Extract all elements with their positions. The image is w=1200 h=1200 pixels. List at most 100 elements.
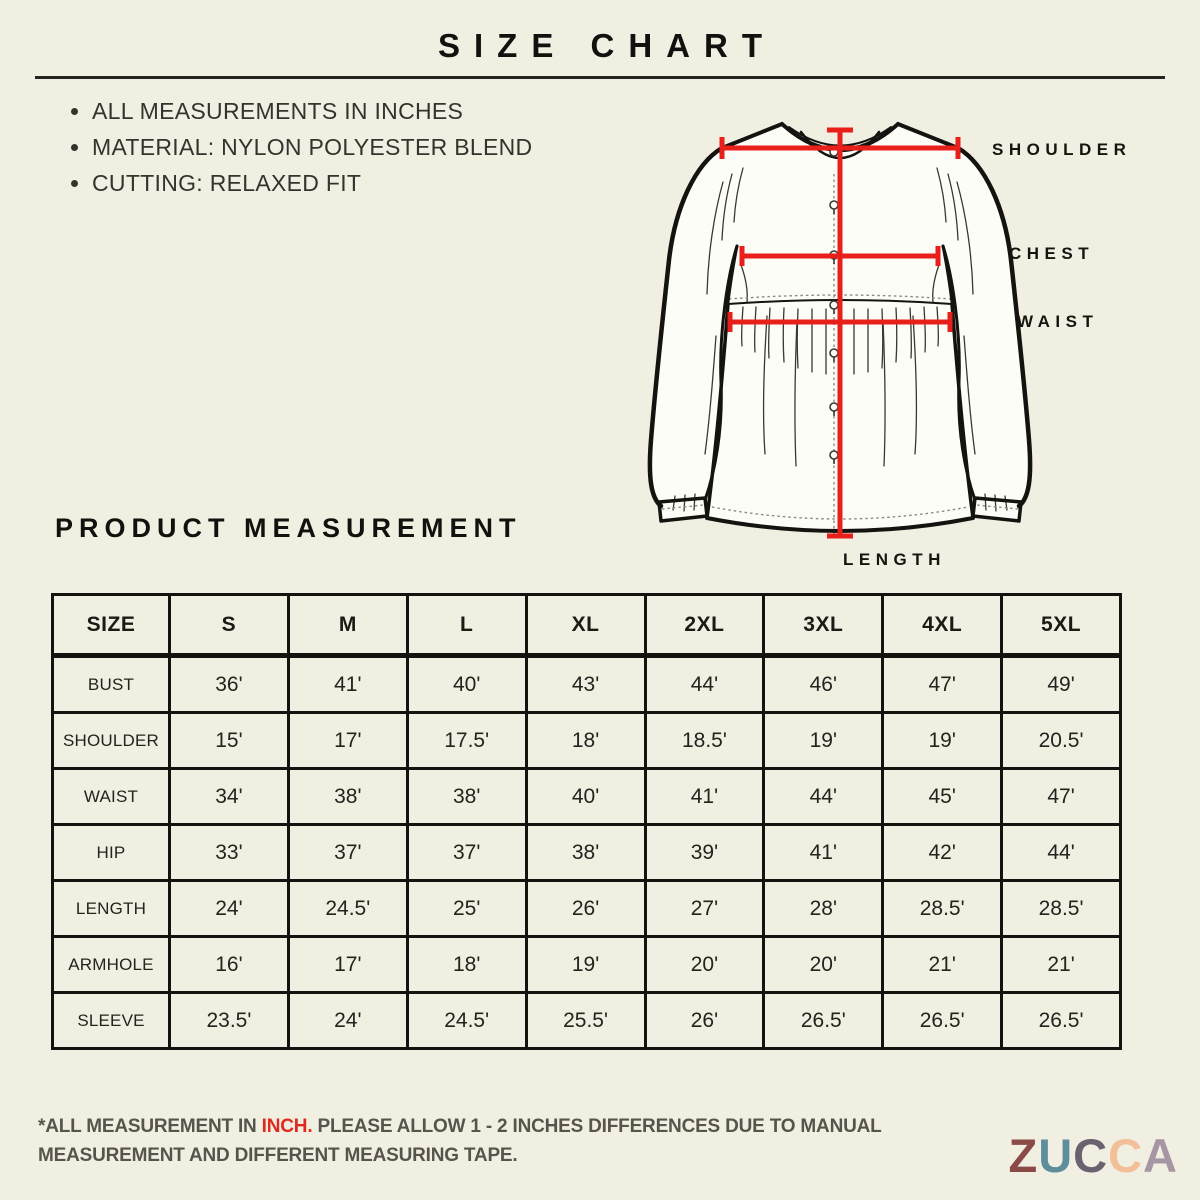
size-table: SIZE S M L XL 2XL 3XL 4XL 5XL BUST 36' 41' 40' 43' 44… [51, 593, 1122, 1050]
size-column-header: 4XL [881, 593, 1004, 658]
section-title: PRODUCT MEASUREMENT [55, 513, 522, 543]
footnote-line2: MEASUREMENT AND DIFFERENT MEASURING TAPE… [38, 1144, 518, 1166]
measurement-cell: 24' [286, 991, 409, 1050]
measurement-cell: 20' [762, 935, 885, 994]
measurement-cell: 33' [168, 823, 290, 882]
measurement-cell: 26.5' [762, 991, 885, 1050]
measurement-cell: 38' [286, 767, 409, 826]
blouse-details [672, 167, 1008, 512]
measurement-cell: 49' [1000, 654, 1122, 714]
measurement-cell: 28.5' [881, 879, 1004, 938]
measurement-cell: 37' [286, 823, 409, 882]
notes-list: ALL MEASUREMENTS IN INCHES MATERIAL: NYLO… [66, 98, 532, 206]
measurement-cell: 28.5' [1000, 879, 1122, 938]
measurement-cell: 21' [881, 935, 1004, 994]
brand-letter: U [1038, 1129, 1074, 1182]
row-label: SHOULDER [51, 711, 171, 770]
waist-label: WAIST [1017, 312, 1099, 331]
measurement-cell: 18' [524, 711, 647, 770]
size-column-header: 2XL [643, 593, 766, 658]
measurement-cell: 45' [881, 767, 1004, 826]
measurement-cell: 26.5' [881, 991, 1004, 1050]
measurement-cell: 36' [168, 654, 290, 714]
length-label: LENGTH [843, 550, 946, 569]
note-item: MATERIAL: NYLON POLYESTER BLEND [92, 134, 532, 161]
brand-letter: A [1143, 1129, 1178, 1182]
measurement-cell: 46' [762, 654, 885, 714]
measurement-cell: 42' [881, 823, 1004, 882]
row-label: LENGTH [51, 879, 171, 938]
table-row: SHOULDER 15' 17' 17.5' 18' 18.5' 19' 19' 20.5' [51, 711, 1122, 770]
measurement-cell: 17' [286, 935, 409, 994]
table-row: ARMHOLE 16' 17' 18' 19' 20' 20' 21' 21' [51, 935, 1122, 994]
measurement-cell: 25.5' [524, 991, 647, 1050]
blouse-illustration [647, 122, 1033, 539]
measurement-cell: 17' [286, 711, 409, 770]
footnote-highlight: INCH. [261, 1116, 313, 1137]
measurement-cell: 15' [168, 711, 290, 770]
measurement-cell: 44' [1000, 823, 1122, 882]
brand-logo: ZUCCA [1008, 1128, 1178, 1183]
measurement-cell: 26.5' [1000, 991, 1122, 1050]
measurement-cell: 25' [405, 879, 528, 938]
size-corner-header: SIZE [51, 593, 171, 658]
measurement-cell: 26' [643, 991, 766, 1050]
chest-label: CHEST [1009, 244, 1095, 263]
size-column-header: L [405, 593, 528, 658]
measurement-cell: 44' [762, 767, 885, 826]
brand-letter: C [1108, 1129, 1144, 1182]
measurement-cell: 47' [1000, 767, 1122, 826]
page-title: SIZE CHART [438, 27, 776, 64]
row-label: WAIST [51, 767, 171, 826]
measurement-cell: 24.5' [405, 991, 528, 1050]
brand-letter: C [1073, 1129, 1109, 1182]
note-item: ALL MEASUREMENTS IN INCHES [92, 98, 532, 125]
measurement-cell: 20' [643, 935, 766, 994]
measurement-cell: 37' [405, 823, 528, 882]
measurement-cell: 23.5' [168, 991, 290, 1050]
table-row: WAIST 34' 38' 38' 40' 41' 44' 45' 47' [51, 767, 1122, 826]
length-measure-line [827, 127, 853, 539]
measurement-cell: 39' [643, 823, 766, 882]
measurement-cell: 20.5' [1000, 711, 1122, 770]
measurement-cell: 24' [168, 879, 290, 938]
row-label: BUST [51, 654, 171, 714]
measurement-cell: 38' [405, 767, 528, 826]
footnote-prefix: *ALL MEASUREMENT IN [38, 1116, 262, 1137]
measurement-cell: 40' [524, 767, 647, 826]
row-label: ARMHOLE [51, 935, 171, 994]
measurement-cell: 17.5' [405, 711, 528, 770]
measurement-cell: 19' [762, 711, 885, 770]
footnote: *ALL MEASUREMENT IN INCH. PLEASE ALLOW 1… [38, 1113, 888, 1170]
table-row: BUST 36' 41' 40' 43' 44' 46' 47' 49' [51, 654, 1122, 714]
size-column-header: S [168, 593, 290, 658]
measurement-lines [719, 127, 961, 539]
size-table-body: BUST 36' 41' 40' 43' 44' 46' 47' 49' SHOULDER 15' 1… [51, 654, 1122, 1050]
footnote-line1-rest: PLEASE ALLOW 1 - 2 INCHES DIFFERENCES DU… [312, 1116, 882, 1137]
table-row: SLEEVE 23.5' 24' 24.5' 25.5' 26' 26.5' 26.5' 26.… [51, 991, 1122, 1050]
row-label: SLEEVE [51, 991, 171, 1050]
brand-letter: Z [1008, 1129, 1039, 1182]
measurement-cell: 34' [168, 767, 290, 826]
measurement-cell: 19' [524, 935, 647, 994]
row-label: HIP [51, 823, 171, 882]
measurement-cell: 26' [524, 879, 647, 938]
measurement-cell: 41' [286, 654, 409, 714]
size-column-header: XL [524, 593, 647, 658]
measurement-cell: 41' [762, 823, 885, 882]
measurement-cell: 44' [643, 654, 766, 714]
table-row: LENGTH 24' 24.5' 25' 26' 27' 28' 28.5' 28.5' [51, 879, 1122, 938]
measurement-cell: 21' [1000, 935, 1122, 994]
measurement-cell: 40' [405, 654, 528, 714]
shoulder-label: SHOULDER [992, 140, 1132, 159]
title-divider [35, 76, 1165, 79]
size-column-header: 5XL [1000, 593, 1122, 658]
size-column-header: M [286, 593, 409, 658]
measurement-cell: 38' [524, 823, 647, 882]
measurement-cell: 18' [405, 935, 528, 994]
measurement-cell: 16' [168, 935, 290, 994]
measurement-cell: 24.5' [286, 879, 409, 938]
measurement-cell: 19' [881, 711, 1004, 770]
measurement-cell: 43' [524, 654, 647, 714]
